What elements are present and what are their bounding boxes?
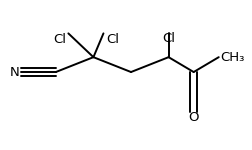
Text: N: N bbox=[10, 66, 19, 79]
Text: Cl: Cl bbox=[106, 33, 119, 46]
Text: CH₃: CH₃ bbox=[220, 51, 244, 64]
Text: O: O bbox=[188, 111, 199, 124]
Text: Cl: Cl bbox=[162, 32, 175, 45]
Text: Cl: Cl bbox=[53, 33, 66, 46]
